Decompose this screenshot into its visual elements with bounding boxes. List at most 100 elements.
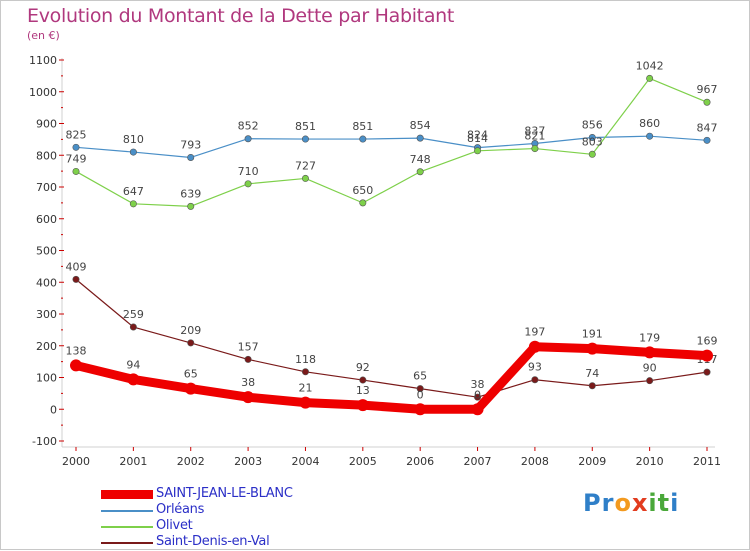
logo-letter: i (670, 489, 680, 517)
data-point-olivet (129, 200, 137, 208)
logo-letter: i (648, 489, 658, 517)
logo-letter: t (657, 489, 671, 517)
data-label-olivet: 647 (123, 185, 144, 198)
data-label-saint-jean-le-blanc: 13 (356, 384, 370, 397)
data-label-saint-denis-en-val: 118 (295, 353, 316, 366)
data-point-saint-jean-le-blanc (356, 399, 369, 412)
data-label-orl-ans: 852 (238, 120, 259, 133)
data-label-olivet: 727 (295, 159, 316, 172)
data-label-saint-jean-le-blanc: 0 (417, 388, 424, 401)
data-point-olivet (301, 174, 309, 182)
logo-letter: x (631, 489, 649, 517)
data-label-saint-jean-le-blanc: 191 (582, 328, 603, 341)
data-label-saint-denis-en-val: 92 (356, 361, 370, 374)
data-label-saint-denis-en-val: 74 (585, 367, 599, 380)
data-point-orl-ans (244, 135, 252, 143)
data-point-saint-denis-en-val (244, 355, 252, 363)
legend-label-saint-jean-le-blanc: SAINT-JEAN-LE-BLANC (156, 486, 293, 501)
data-label-saint-denis-en-val: 157 (238, 340, 259, 353)
data-point-saint-jean-le-blanc (528, 340, 541, 353)
data-point-orl-ans (129, 148, 137, 156)
data-label-saint-denis-en-val: 409 (66, 260, 87, 273)
data-label-olivet: 650 (352, 184, 373, 197)
data-label-orl-ans: 824 (467, 129, 488, 142)
line-chart: -100010020030040050060070080090010001100… (29, 54, 721, 468)
y-tick-label: 1000 (29, 86, 57, 99)
proxiti-logo: Proxiti (583, 489, 679, 517)
data-label-olivet: 1042 (636, 59, 664, 72)
data-point-orl-ans (703, 136, 711, 144)
y-tick-label: 300 (36, 308, 57, 321)
data-point-olivet (359, 199, 367, 207)
y-tick-label: 400 (36, 276, 57, 289)
logo-letter: o (614, 489, 632, 517)
data-point-saint-denis-en-val (588, 382, 596, 390)
data-point-saint-jean-le-blanc (127, 373, 140, 386)
data-label-saint-denis-en-val: 93 (528, 361, 542, 374)
data-label-olivet: 803 (582, 135, 603, 148)
data-label-orl-ans: 793 (180, 138, 201, 151)
data-label-olivet: 639 (180, 187, 201, 200)
legend-swatch-orleans (101, 510, 153, 512)
data-label-orl-ans: 854 (410, 119, 431, 132)
chart-subtitle: (en €) (27, 29, 60, 42)
data-point-saint-jean-le-blanc (184, 382, 197, 395)
legend-swatch-saint-jean-le-blanc (101, 490, 153, 499)
legend-swatch-olivet (101, 526, 153, 528)
x-tick-label: 2006 (406, 455, 434, 468)
data-point-saint-jean-le-blanc (586, 342, 599, 355)
data-point-orl-ans (646, 132, 654, 140)
y-tick-label: 1100 (29, 54, 57, 67)
data-point-saint-jean-le-blanc (643, 346, 656, 359)
y-tick-label: 200 (36, 340, 57, 353)
data-label-saint-denis-en-val: 38 (471, 378, 485, 391)
data-label-saint-jean-le-blanc: 169 (697, 335, 718, 348)
series-line-orl-ans (75, 135, 708, 159)
data-label-orl-ans: 856 (582, 118, 603, 131)
x-tick-label: 2004 (291, 455, 319, 468)
series-line-olivet (75, 77, 708, 207)
data-label-saint-jean-le-blanc: 94 (126, 358, 140, 371)
logo-letter: r (601, 489, 615, 517)
data-point-orl-ans (588, 133, 596, 141)
data-label-olivet: 710 (238, 165, 259, 178)
data-point-saint-denis-en-val (301, 368, 309, 376)
data-point-saint-denis-en-val (416, 385, 424, 393)
x-tick-label: 2002 (177, 455, 205, 468)
x-tick-label: 2007 (464, 455, 492, 468)
y-tick-label: 900 (36, 118, 57, 131)
data-point-saint-jean-le-blanc (414, 403, 427, 416)
data-label-olivet: 967 (697, 83, 718, 96)
data-point-orl-ans (72, 143, 80, 151)
x-tick-label: 2000 (62, 455, 90, 468)
data-point-orl-ans (416, 134, 424, 142)
legend-swatch-saint-denis-en-val (101, 542, 153, 544)
data-label-saint-jean-le-blanc: 21 (298, 382, 312, 395)
y-tick-label: 500 (36, 245, 57, 258)
series-line-saint-jean-le-blanc (71, 342, 712, 414)
x-tick-label: 2005 (349, 455, 377, 468)
y-tick-label: 800 (36, 149, 57, 162)
y-tick-label: 100 (36, 372, 57, 385)
x-tick-label: 2010 (636, 455, 664, 468)
data-point-olivet (474, 147, 482, 155)
legend-label-saint-denis-en-val: Saint-Denis-en-Val (156, 534, 270, 549)
data-point-orl-ans (187, 153, 195, 161)
data-point-olivet (588, 150, 596, 158)
data-label-orl-ans: 851 (352, 120, 373, 133)
data-point-olivet (531, 145, 539, 153)
data-point-saint-jean-le-blanc (242, 391, 255, 404)
data-point-saint-denis-en-val (474, 393, 482, 401)
data-point-orl-ans (359, 135, 367, 143)
legend-label-olivet: Olivet (156, 518, 193, 533)
data-point-olivet (416, 168, 424, 176)
data-label-saint-jean-le-blanc: 197 (524, 326, 545, 339)
data-label-orl-ans: 810 (123, 133, 144, 146)
data-point-saint-denis-en-val (703, 368, 711, 376)
data-point-saint-denis-en-val (646, 377, 654, 385)
data-label-saint-jean-le-blanc: 65 (184, 368, 198, 381)
data-label-olivet: 749 (66, 152, 87, 165)
data-point-orl-ans (301, 135, 309, 143)
data-label-orl-ans: 837 (524, 125, 545, 138)
data-point-saint-denis-en-val (531, 376, 539, 384)
